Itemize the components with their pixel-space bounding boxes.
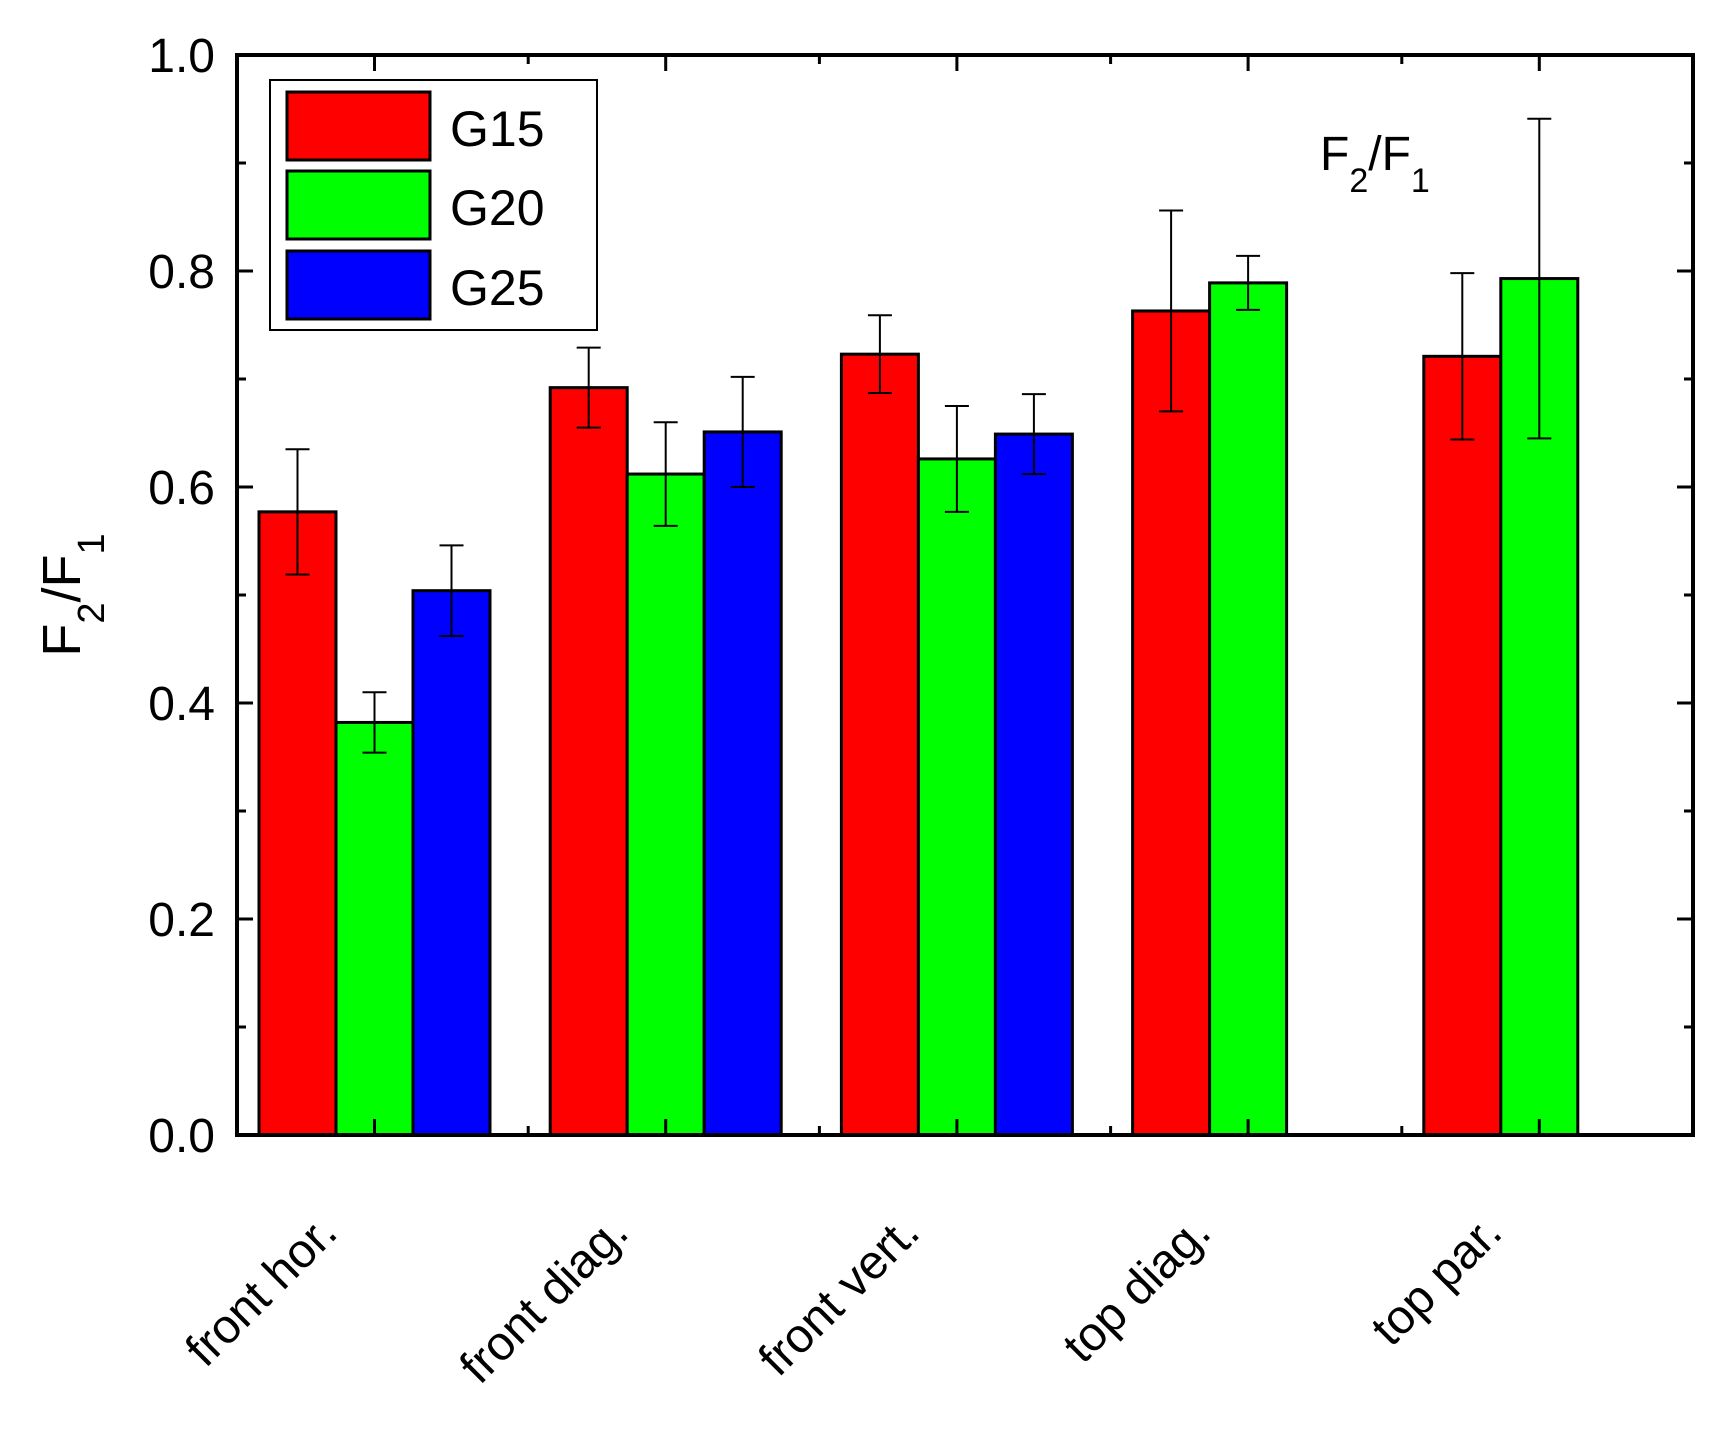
y-tick-labels: 0.0 0.2 0.4 0.6 0.8 1.0 <box>148 30 215 1163</box>
error-bar-g20-top-par <box>1527 117 1552 440</box>
annotation-f1: F <box>1382 128 1411 181</box>
x-tick-label-top-diag: top diag. <box>1053 1205 1221 1373</box>
y-tick-label: 0.0 <box>148 1110 215 1163</box>
bar-g15-front-vert <box>839 352 920 1137</box>
legend-swatch-g20 <box>285 169 432 241</box>
error-bar-g15-top-diag <box>1159 209 1184 413</box>
y-tick-label: 1.0 <box>148 30 215 83</box>
bar-g15-front-diag <box>548 386 629 1137</box>
bar-g20-top-diag <box>1208 281 1289 1137</box>
legend-label-g20: G20 <box>450 180 545 236</box>
error-bar-g20-front-hor <box>362 691 387 754</box>
error-bar-g15-front-vert <box>867 314 892 395</box>
bar-g25-front-diag <box>702 430 783 1137</box>
plot-frame <box>235 53 1695 1137</box>
ylabel-f1: F <box>32 554 92 587</box>
error-bar-g20-front-vert <box>944 405 969 513</box>
bar-g20-front-hor <box>334 720 415 1137</box>
x-tick-label-front-hor: front hor. <box>176 1205 347 1376</box>
bar-g15-front-hor <box>257 510 338 1137</box>
error-bar-g20-top-diag <box>1236 254 1261 311</box>
ylabel-f2: F <box>32 624 92 657</box>
legend-label-g25: G25 <box>450 260 545 316</box>
y-tick-label: 0.2 <box>148 894 215 947</box>
x-tick-label-top-par: top par. <box>1361 1205 1512 1356</box>
error-bar-g15-front-hor <box>285 448 310 576</box>
legend-swatch-g15 <box>285 90 432 162</box>
error-bar-g15-front-diag <box>576 346 601 429</box>
error-bar-g25-front-diag <box>730 375 755 488</box>
legend-label-g15: G15 <box>450 101 545 157</box>
annotation-sub-1: 1 <box>1411 162 1430 200</box>
ylabel-sub-1: 1 <box>71 533 113 554</box>
y-tick-label: 0.6 <box>148 462 215 515</box>
error-bar-g25-front-hor <box>439 544 464 638</box>
y-tick-label: 0.4 <box>148 678 215 731</box>
bar-g25-front-hor <box>411 589 492 1137</box>
bars-layer <box>257 277 1580 1137</box>
ylabel-slash: / <box>32 587 92 602</box>
bar-g15-top-diag <box>1131 309 1212 1137</box>
legend: G15 G20 G25 <box>269 79 598 331</box>
bar-g15-top-par <box>1422 354 1503 1137</box>
legend-swatch-g25 <box>285 249 432 321</box>
y-tick-label: 0.8 <box>148 246 215 299</box>
x-tick-label-front-vert: front vert. <box>749 1205 930 1386</box>
plot-annotation: F2/F1 <box>1320 128 1430 200</box>
bar-g20-front-diag <box>625 472 706 1137</box>
bar-g25-front-vert <box>993 432 1074 1137</box>
error-bar-g20-front-diag <box>653 421 678 527</box>
bar-g20-front-vert <box>916 457 997 1137</box>
annotation-slash: / <box>1368 128 1382 181</box>
error-bar-g25-front-vert <box>1021 393 1046 476</box>
x-tick-label-front-diag: front diag. <box>450 1205 638 1393</box>
error-bar-g15-top-par <box>1450 272 1475 441</box>
error-bars-layer <box>285 117 1552 754</box>
y-axis-label: F2/F1 <box>32 533 113 656</box>
annotation-f2: F <box>1320 128 1349 181</box>
x-tick-labels: front hor. front diag. front vert. top diag… <box>176 1205 1512 1393</box>
annotation-sub-2: 2 <box>1349 162 1368 200</box>
ylabel-sub-2: 2 <box>71 603 113 624</box>
